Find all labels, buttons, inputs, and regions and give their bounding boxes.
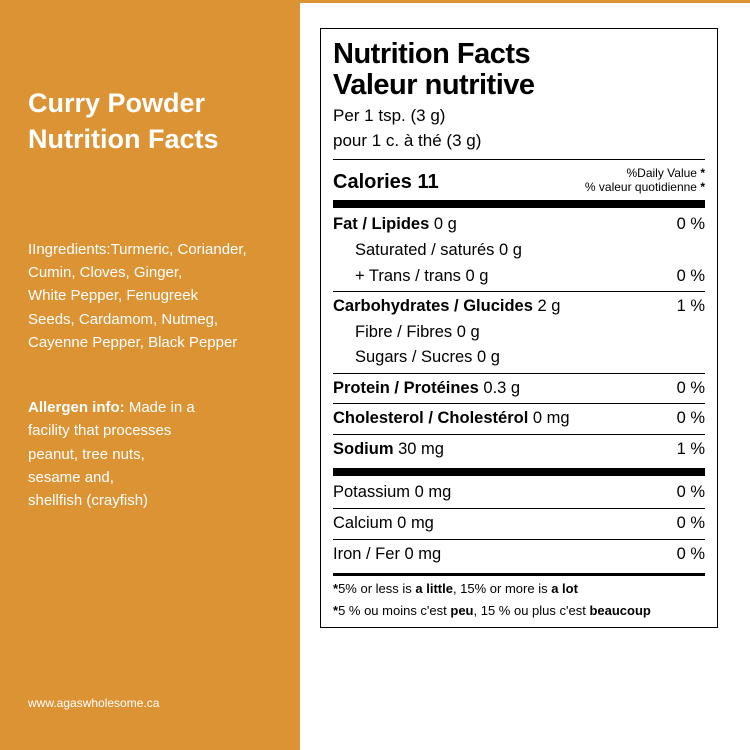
ingredients-block: IIngredients:Turmeric, Coriander, Cumin,… (28, 238, 278, 354)
nf-heading-en: Nutrition Facts (333, 39, 705, 70)
nutrient-row: + Trans / trans 0 g 0 % (333, 264, 705, 290)
rule-heavy (333, 200, 705, 208)
right-panel: Nutrition Facts Valeur nutritive Per 1 t… (300, 0, 750, 750)
nutrient-row: Carbohydrates / Glucides 2 g 1 % (333, 291, 705, 320)
nutrient-row: Sugars / Sucres 0 g (333, 345, 705, 371)
mineral-row: Calcium 0 mg 0 % (333, 508, 705, 537)
rule-heavy (333, 468, 705, 476)
nf-serving-en: Per 1 tsp. (3 g) (333, 105, 705, 127)
nutrition-facts-label: Nutrition Facts Valeur nutritive Per 1 t… (320, 28, 718, 628)
ingredients-label: IIngredients: (28, 241, 111, 258)
left-panel: Curry Powder Nutrition Facts IIngredient… (0, 0, 300, 750)
nutrient-dv: 0 % (677, 264, 705, 290)
nutrient-dv: 0 % (677, 376, 705, 402)
footnote-fr: *5 % ou moins c'est peu, 15 % ou plus c'… (333, 602, 705, 620)
mineral-row: Potassium 0 mg 0 % (333, 480, 705, 506)
nutrient-name: Sugars / Sucres 0 g (333, 345, 500, 371)
nutrient-row: Sodium 30 mg 1 % (333, 434, 705, 463)
nutrient-name: Cholesterol / Cholestérol 0 mg (333, 406, 570, 432)
nutrient-name: Carbohydrates / Glucides 2 g (333, 294, 560, 320)
mineral-name: Iron / Fer 0 mg (333, 542, 441, 568)
nutrient-dv: 0 % (677, 212, 705, 238)
nutrient-name: + Trans / trans 0 g (333, 264, 488, 290)
mineral-row: Iron / Fer 0 mg 0 % (333, 539, 705, 568)
nutrient-name: Saturated / saturés 0 g (333, 238, 522, 264)
nutrient-row: Cholesterol / Cholestérol 0 mg 0 % (333, 403, 705, 432)
mineral-name: Potassium 0 mg (333, 480, 451, 506)
dv-header: %Daily Value * % valeur quotidienne * (585, 167, 705, 195)
nutrient-name: Sodium 30 mg (333, 437, 444, 463)
nutrient-name: Fibre / Fibres 0 g (333, 320, 480, 346)
nutrient-dv: 1 % (677, 294, 705, 320)
nutrient-name: Protein / Protéines 0.3 g (333, 376, 520, 402)
mineral-dv: 0 % (677, 480, 705, 506)
mineral-dv: 0 % (677, 511, 705, 537)
nutrient-dv: 1 % (677, 437, 705, 463)
nutrient-row: Saturated / saturés 0 g (333, 238, 705, 264)
mineral-name: Calcium 0 mg (333, 511, 434, 537)
nutrient-row: Fibre / Fibres 0 g (333, 320, 705, 346)
mineral-dv: 0 % (677, 542, 705, 568)
nutrient-name: Fat / Lipides 0 g (333, 212, 457, 238)
nutrient-row: Protein / Protéines 0.3 g 0 % (333, 373, 705, 402)
calories-row: Calories 11 %Daily Value * % valeur quot… (333, 167, 705, 195)
title-line-1: Curry Powder (28, 88, 205, 118)
nutrient-row: Fat / Lipides 0 g 0 % (333, 212, 705, 238)
website-url: www.agaswholesome.ca (28, 696, 278, 730)
product-title: Curry Powder Nutrition Facts (28, 85, 278, 158)
allergen-label: Allergen info: (28, 399, 125, 416)
nutrient-dv: 0 % (677, 406, 705, 432)
nf-serving-fr: pour 1 c. à thé (3 g) (333, 130, 705, 152)
footnote-en: *5% or less is a little, 15% or more is … (333, 580, 705, 598)
calories-label: Calories 11 (333, 171, 439, 194)
allergen-block: Allergen info: Made in a facility that p… (28, 396, 278, 512)
nf-heading-fr: Valeur nutritive (333, 70, 705, 101)
rule (333, 159, 705, 160)
mineral-rows: Potassium 0 mg0 %Calcium 0 mg0 %Iron / F… (333, 480, 705, 567)
title-line-2: Nutrition Facts (28, 124, 219, 154)
nutrient-rows: Fat / Lipides 0 g 0 % Saturated / saturés … (333, 212, 705, 462)
rule-med (333, 573, 705, 576)
